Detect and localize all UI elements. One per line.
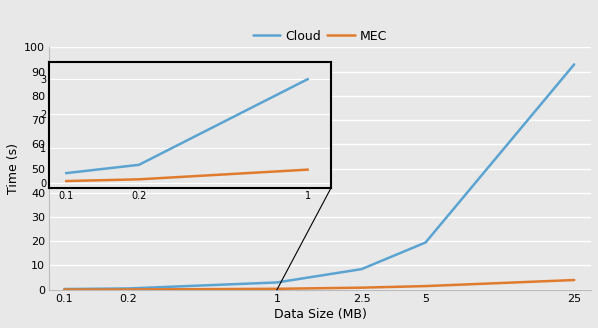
Cloud (125, 286, 132, 290)
Cloud (273, 280, 280, 284)
MEC (358, 286, 365, 290)
Cloud (61, 287, 68, 291)
Line: Cloud: Cloud (65, 64, 574, 289)
Y-axis label: Time (s): Time (s) (7, 143, 20, 194)
Cloud (422, 240, 429, 244)
Cloud (358, 267, 365, 271)
Legend: Cloud, MEC: Cloud, MEC (248, 25, 392, 48)
X-axis label: Data Size (MB): Data Size (MB) (274, 308, 367, 321)
MEC (125, 288, 132, 292)
Cloud (570, 62, 578, 66)
MEC (422, 284, 429, 288)
MEC (273, 287, 280, 291)
MEC (570, 278, 578, 282)
Line: MEC: MEC (65, 280, 574, 290)
MEC (61, 288, 68, 292)
